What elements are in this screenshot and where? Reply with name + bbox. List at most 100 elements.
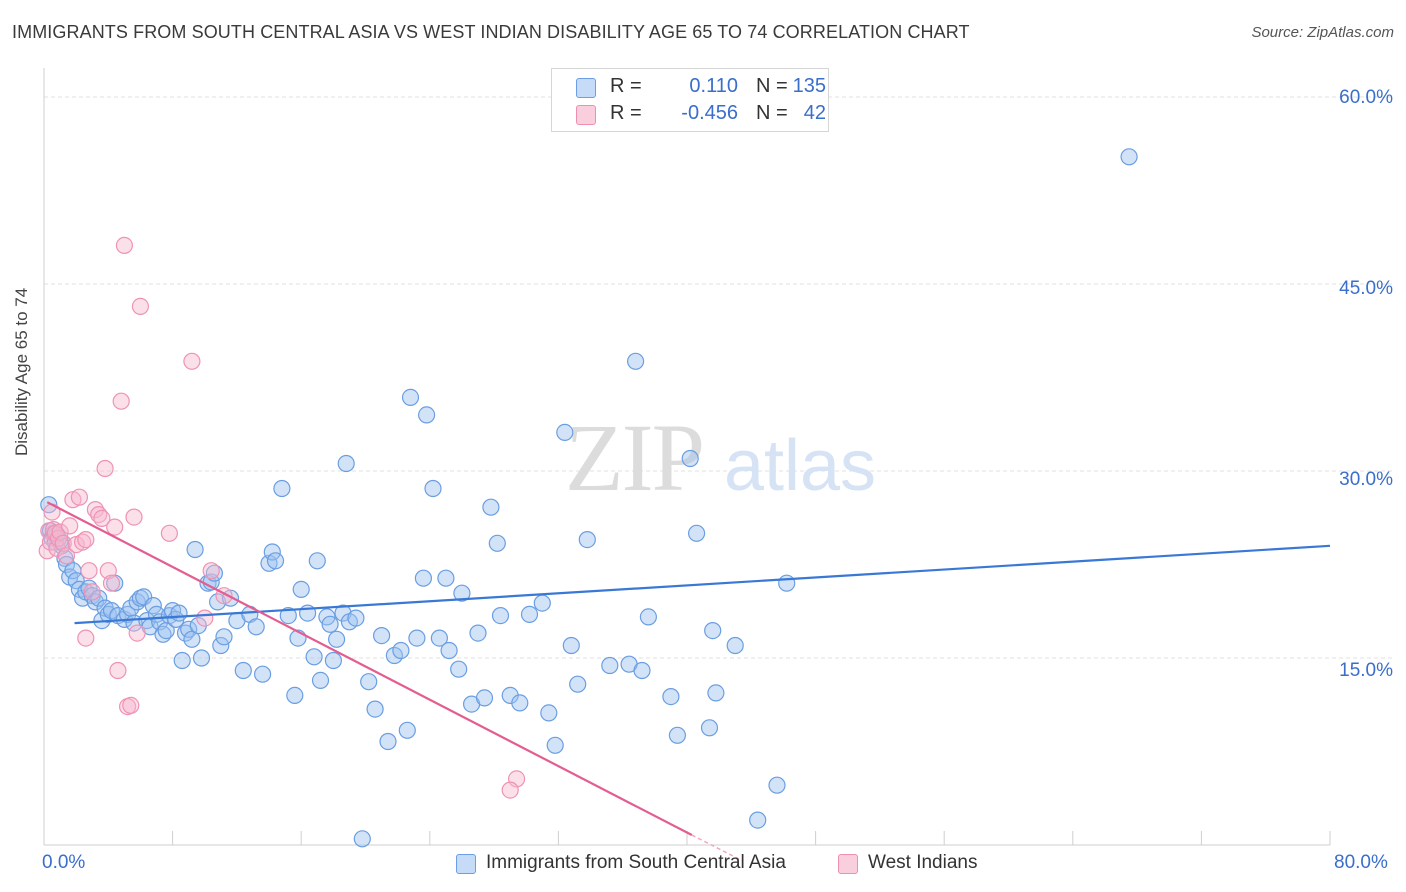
point-blue: [569, 675, 587, 693]
series-legend-label: Immigrants from South Central Asia: [486, 852, 786, 873]
point-pink: [202, 562, 220, 580]
point-blue: [726, 636, 744, 655]
point-blue: [321, 615, 339, 633]
point-blue: [749, 811, 767, 829]
point-blue: [334, 604, 352, 622]
point-blue: [254, 665, 272, 683]
point-blue: [562, 636, 580, 655]
y-tick-label-60: 60.0%: [1339, 87, 1393, 108]
y-tick-label-30: 30.0%: [1339, 469, 1393, 490]
point-blue: [520, 605, 539, 624]
point-blue: [453, 584, 471, 602]
point-blue: [347, 609, 365, 627]
legend-r-label: R =: [610, 102, 642, 124]
point-blue: [768, 776, 786, 794]
y-axis-label: Disability Age 65 to 74: [12, 287, 31, 456]
point-blue: [192, 649, 211, 667]
point-pink: [80, 562, 98, 580]
series-legend: Immigrants from South Central Asia West …: [0, 852, 1406, 878]
point-blue: [90, 589, 108, 607]
point-blue: [469, 624, 487, 642]
watermark-atlas: atlas: [724, 426, 876, 506]
point-blue: [328, 630, 346, 648]
legend-n-label: N =: [756, 75, 788, 97]
legend-swatch-blue: [576, 78, 596, 98]
point-pink: [86, 501, 105, 519]
point-blue: [308, 552, 326, 570]
series-swatch-blue: [456, 854, 476, 874]
point-pink: [96, 459, 114, 478]
y-tick-label-45: 45.0%: [1339, 278, 1393, 299]
correlation-legend: R = 0.110 N = 135 R = -0.456 N = 42: [551, 68, 829, 132]
trendline-blue: [74, 544, 1331, 625]
point-blue: [247, 618, 265, 636]
point-pink: [61, 517, 79, 535]
point-blue: [337, 454, 355, 473]
point-blue: [279, 606, 297, 625]
point-blue: [546, 736, 564, 754]
point-blue: [173, 651, 191, 670]
point-blue: [273, 479, 291, 498]
point-pink: [183, 352, 201, 370]
point-blue: [533, 594, 551, 612]
point-blue: [424, 479, 442, 498]
legend-swatch-pink: [576, 105, 596, 125]
point-pink: [109, 661, 127, 680]
point-pink: [102, 574, 121, 592]
point-pink: [51, 523, 69, 541]
point-pink: [49, 529, 68, 547]
point-blue: [704, 621, 722, 640]
legend-n-value: 135: [792, 75, 826, 97]
point-blue: [292, 580, 310, 599]
point-pink: [128, 624, 146, 642]
point-blue: [414, 569, 432, 587]
point-blue: [324, 651, 342, 670]
series-legend-label: West Indians: [868, 852, 978, 873]
point-blue: [662, 687, 680, 706]
point-blue: [491, 606, 510, 625]
point-pink: [106, 518, 124, 536]
point-blue: [626, 352, 645, 370]
point-blue: [418, 406, 436, 424]
point-blue: [707, 684, 725, 702]
point-pink: [70, 488, 89, 506]
point-blue: [639, 608, 658, 626]
x-tick-label-min: 0.0%: [42, 852, 86, 873]
point-blue: [180, 620, 198, 638]
point-pink: [73, 533, 92, 551]
point-blue: [398, 721, 416, 739]
point-blue: [360, 673, 378, 691]
point-blue: [379, 732, 397, 751]
x-tick-label-max: 80.0%: [1334, 852, 1388, 873]
point-blue: [681, 449, 699, 468]
chart-title: IMMIGRANTS FROM SOUTH CENTRAL ASIA VS WE…: [12, 22, 970, 42]
point-pink: [115, 236, 134, 254]
point-blue: [311, 671, 330, 690]
point-pink: [125, 508, 143, 526]
point-blue: [578, 530, 596, 549]
legend-r-value: 0.110: [689, 75, 738, 97]
point-blue: [373, 626, 391, 645]
point-blue: [700, 719, 719, 737]
trendline-pink-extension: [691, 834, 744, 862]
point-pink: [160, 524, 178, 542]
point-blue: [305, 648, 323, 666]
point-blue: [475, 689, 494, 707]
point-pink: [122, 696, 140, 715]
point-pink: [501, 781, 519, 799]
point-blue: [440, 641, 458, 660]
point-blue: [511, 694, 529, 712]
point-blue: [135, 588, 153, 606]
point-blue: [408, 629, 426, 647]
point-blue: [687, 524, 706, 542]
point-blue: [488, 534, 506, 552]
point-blue: [234, 661, 252, 680]
point-blue: [556, 423, 574, 441]
point-blue: [263, 543, 281, 561]
point-pink: [57, 547, 76, 565]
legend-r-label: R =: [610, 75, 642, 97]
point-blue: [170, 604, 188, 622]
point-blue: [401, 388, 420, 406]
point-pink: [93, 509, 111, 528]
point-pink: [77, 629, 95, 647]
